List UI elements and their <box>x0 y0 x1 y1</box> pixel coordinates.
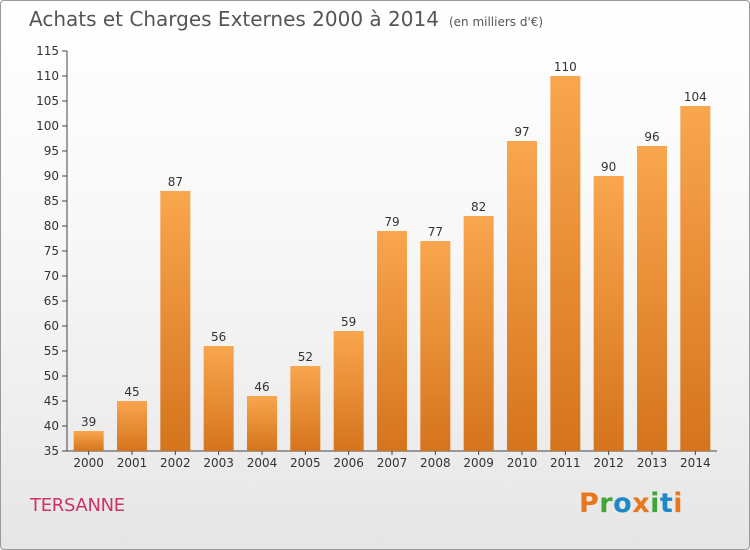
x-tick-label: 2004 <box>247 456 278 470</box>
x-tick-label: 2005 <box>290 456 321 470</box>
bar <box>593 176 624 451</box>
y-tick-label: 115 <box>36 44 59 58</box>
y-tick-label: 85 <box>44 194 59 208</box>
bar <box>160 191 191 451</box>
x-tick-label: 2006 <box>333 456 364 470</box>
bar-value-label: 45 <box>124 385 139 399</box>
y-tick-label: 70 <box>44 269 59 283</box>
bar-value-label: 39 <box>81 415 96 429</box>
bar <box>550 76 581 451</box>
chart-title-text: Achats et Charges Externes 2000 à 2014 <box>29 7 439 31</box>
y-tick-label: 40 <box>44 419 59 433</box>
y-tick-label: 35 <box>44 444 59 458</box>
x-tick-label: 2007 <box>377 456 408 470</box>
logo-letter: i <box>650 488 660 519</box>
bar <box>247 396 277 451</box>
x-tick-label: 2014 <box>680 456 711 470</box>
bar-value-label: 82 <box>471 200 486 214</box>
x-tick-label: 2008 <box>420 456 451 470</box>
bar-value-label: 97 <box>514 125 529 139</box>
bar <box>463 216 494 451</box>
bar-value-label: 46 <box>254 380 269 394</box>
x-tick-label: 2003 <box>203 456 234 470</box>
bar-value-label: 79 <box>384 215 399 229</box>
y-tick-label: 80 <box>44 219 59 233</box>
chart-title: Achats et Charges Externes 2000 à 2014 (e… <box>29 7 543 31</box>
bar <box>333 331 364 451</box>
y-tick-label: 65 <box>44 294 59 308</box>
y-tick-label: 60 <box>44 319 59 333</box>
chart-subtitle: (en milliers d'€) <box>448 15 544 29</box>
bar <box>117 401 147 451</box>
bar <box>377 231 407 451</box>
logo-letter: i <box>673 488 684 519</box>
logo-letter: o <box>613 488 633 519</box>
y-tick-label: 55 <box>44 344 59 358</box>
y-tick-label: 105 <box>36 94 59 108</box>
bar-value-label: 56 <box>211 330 226 344</box>
x-tick-label: 2009 <box>463 456 494 470</box>
commune-name: TERSANNE <box>30 495 125 516</box>
bar <box>420 241 451 451</box>
x-tick-label: 2010 <box>507 456 538 470</box>
y-tick-label: 100 <box>36 119 59 133</box>
y-tick-label: 95 <box>44 144 59 158</box>
y-tick-label: 110 <box>36 69 59 83</box>
y-tick-label: 50 <box>44 369 59 383</box>
bar-value-label: 110 <box>554 60 577 74</box>
bar-value-label: 96 <box>644 130 659 144</box>
bar-value-label: 77 <box>428 225 443 239</box>
x-tick-label: 2001 <box>117 456 148 470</box>
bar <box>507 141 537 451</box>
logo-letter: t <box>659 488 674 519</box>
bar-value-label: 52 <box>298 350 313 364</box>
bars: 39 45 87 56 46 52 59 79 77 82 97 110 90 96 104 <box>73 60 711 451</box>
x-tick-label: 2000 <box>73 456 104 470</box>
y-tick-label: 45 <box>44 394 59 408</box>
y-tick-label: 90 <box>44 169 59 183</box>
bar <box>637 146 667 451</box>
logo-letter: r <box>599 488 614 519</box>
x-tick-label: 2013 <box>637 456 668 470</box>
axes: 35 40 45 50 55 60 65 70 75 80 85 90 95 100 105 110 115 20… <box>36 44 717 470</box>
proxiti-logo: Proxiti <box>579 488 683 519</box>
bar-value-label: 90 <box>601 160 616 174</box>
logo-letter: x <box>632 488 651 519</box>
bar <box>73 431 104 451</box>
bar <box>203 346 234 451</box>
bar-value-label: 87 <box>168 175 183 189</box>
x-tick-label: 2011 <box>550 456 581 470</box>
y-tick-label: 75 <box>44 244 59 258</box>
x-tick-label: 2002 <box>160 456 191 470</box>
bar-value-label: 104 <box>684 90 707 104</box>
bar <box>290 366 321 451</box>
bar-value-label: 59 <box>341 315 356 329</box>
x-tick-label: 2012 <box>593 456 624 470</box>
logo-letter: P <box>579 488 600 519</box>
bar <box>680 106 711 451</box>
